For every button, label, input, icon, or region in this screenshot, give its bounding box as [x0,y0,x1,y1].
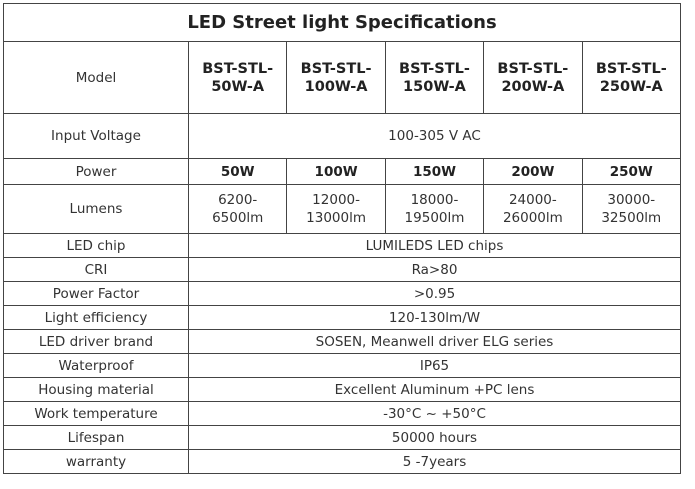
row-label: Power [3,158,189,185]
row-label: warranty [3,449,189,474]
row-value: 120-130lm/W [188,305,681,330]
model-name: BST-STL- 50W-A [187,41,288,114]
spec-row: Power 50W 100W 150W 200W 250W [3,158,682,185]
row-label: Work temperature [3,401,189,426]
row-value: 5 -7years [188,449,681,474]
spec-row: Power Factor >0.95 [3,281,681,306]
row-value: 200W [483,158,583,185]
model-label: Model [3,41,189,114]
row-label: CRI [3,257,189,282]
table-title: LED Street light Specifications [3,3,681,42]
row-value: 50W [187,158,288,185]
spec-row: Input Voltage 100-305 V AC [3,113,681,159]
row-value: >0.95 [188,281,681,306]
row-label: LED chip [3,233,189,258]
spec-row: CRI Ra>80 [3,257,681,282]
row-value: Ra>80 [188,257,681,282]
row-value: 150W [384,158,485,185]
row-label: Waterproof [3,353,189,378]
table-body: LED Street light Specifications Model BST… [3,3,682,474]
row-value: IP65 [188,353,681,378]
row-label: LED driver brand [3,329,189,354]
spec-table: LED Street light Specifications Model BST… [3,3,682,474]
row-value: 24000- 26000lm [483,184,583,234]
row-value: SOSEN, Meanwell driver ELG series [188,329,681,354]
row-label: Housing material [3,377,189,402]
title-row: LED Street light Specifications [3,3,681,42]
row-value: 250W [581,158,682,185]
model-name: BST-STL- 100W-A [286,41,386,114]
model-name: BST-STL- 150W-A [384,41,485,114]
header-row: Model BST-STL- 50W-A BST-STL- 100W-A BST-ST… [3,41,682,114]
row-value: 100W [286,158,386,185]
row-value: 30000- 32500lm [581,184,682,234]
row-value: 50000 hours [188,425,681,450]
row-label: Light efficiency [3,305,189,330]
spec-row: Waterproof IP65 [3,353,681,378]
spec-row: Light efficiency 120-130lm/W [3,305,681,330]
spec-row: warranty 5 -7years [3,449,681,474]
spec-row: LED driver brand SOSEN, Meanwell driver E… [3,329,681,354]
row-value: LUMILEDS LED chips [188,233,681,258]
row-value: 100-305 V AC [188,113,681,159]
spec-row: Housing material Excellent Aluminum +PC l… [3,377,681,402]
row-value: -30°C ~ +50°C [188,401,681,426]
row-label: Input Voltage [3,113,189,159]
row-label: Power Factor [3,281,189,306]
row-value: 18000- 19500lm [384,184,485,234]
row-value: 12000- 13000lm [286,184,386,234]
row-label: Lifespan [3,425,189,450]
model-name: BST-STL- 250W-A [581,41,682,114]
row-label: Lumens [3,184,189,234]
row-value: 6200- 6500lm [187,184,288,234]
spec-row: Lumens 6200- 6500lm 12000- 13000lm 18000- 1… [3,184,682,234]
spec-row: Work temperature -30°C ~ +50°C [3,401,681,426]
row-value: Excellent Aluminum +PC lens [188,377,681,402]
spec-row: LED chip LUMILEDS LED chips [3,233,681,258]
model-name: BST-STL- 200W-A [483,41,583,114]
spec-row: Lifespan 50000 hours [3,425,681,450]
